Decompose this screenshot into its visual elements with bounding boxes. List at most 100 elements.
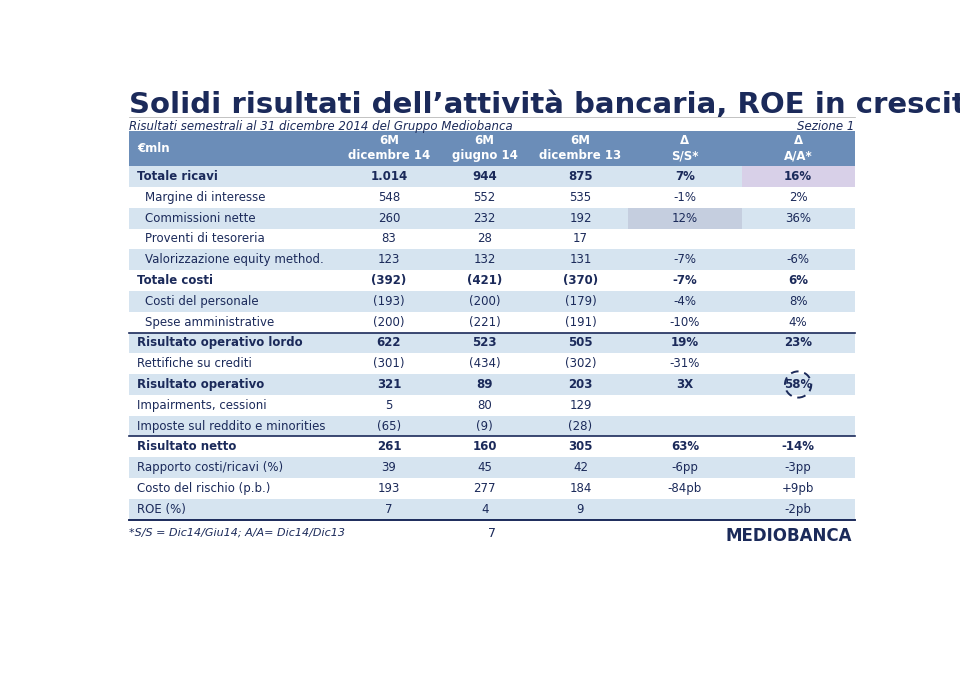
Bar [130,416,854,437]
Text: 184: 184 [569,482,591,495]
Text: 523: 523 [472,336,497,349]
Text: +9pb: +9pb [782,482,814,495]
Text: 80: 80 [477,399,492,412]
Text: -6pp: -6pp [671,461,698,474]
Text: -3pp: -3pp [784,461,811,474]
Text: 6%: 6% [788,274,808,287]
Bar [130,166,854,187]
Text: 6M
dicembre 14: 6M dicembre 14 [348,134,430,163]
Text: Solidi risultati dell’attività bancaria, ROE in crescita al 7%: Solidi risultati dell’attività bancaria,… [130,91,960,119]
Text: Δ
A/A*: Δ A/A* [783,134,812,163]
Text: 260: 260 [378,212,400,225]
Bar [130,478,854,499]
Text: 552: 552 [473,191,496,204]
Bar [130,131,854,166]
Text: €mln: €mln [137,142,170,155]
Text: -14%: -14% [781,440,815,453]
Text: Risultato operativo lordo: Risultato operativo lordo [137,336,302,349]
Text: (221): (221) [468,316,500,329]
Text: 7: 7 [488,527,496,540]
Text: 36%: 36% [785,212,811,225]
Bar [130,333,854,354]
Text: -6%: -6% [786,253,809,266]
Text: 58%: 58% [784,378,812,391]
Text: 321: 321 [377,378,401,391]
Text: Risultato operativo: Risultato operativo [137,378,264,391]
Text: Risultato netto: Risultato netto [137,440,236,453]
Bar [130,354,854,374]
Text: 63%: 63% [671,440,699,453]
Bar [130,249,854,270]
Bar [130,499,854,520]
Text: -1%: -1% [674,191,696,204]
Text: 2%: 2% [789,191,807,204]
Bar [130,311,854,333]
Text: 39: 39 [381,461,396,474]
Text: *S/S = Dic14/Giu14; A/A= Dic14/Dic13: *S/S = Dic14/Giu14; A/A= Dic14/Dic13 [130,527,346,537]
Text: 17: 17 [573,233,588,246]
Text: Totale ricavi: Totale ricavi [137,170,218,183]
Text: (9): (9) [476,419,493,432]
Bar [130,457,854,478]
Text: 132: 132 [473,253,496,266]
Text: 28: 28 [477,233,492,246]
Text: 16%: 16% [784,170,812,183]
Text: 622: 622 [376,336,401,349]
Text: (191): (191) [564,316,596,329]
Text: (200): (200) [469,295,500,308]
Text: (28): (28) [568,419,592,432]
Text: -7%: -7% [673,274,697,287]
Text: Commissioni nette: Commissioni nette [145,212,255,225]
Bar [130,208,854,228]
Text: (370): (370) [563,274,598,287]
Text: 193: 193 [378,482,400,495]
Text: Totale costi: Totale costi [137,274,213,287]
Text: 89: 89 [476,378,493,391]
Bar [130,291,854,311]
Text: 23%: 23% [784,336,812,349]
Text: (193): (193) [373,295,405,308]
Bar [629,208,741,228]
Text: -7%: -7% [674,253,696,266]
Text: 7%: 7% [675,170,695,183]
Text: (421): (421) [468,274,502,287]
Text: 123: 123 [378,253,400,266]
Text: 232: 232 [473,212,496,225]
Text: Proventi di tesoreria: Proventi di tesoreria [145,233,265,246]
Text: 45: 45 [477,461,492,474]
Text: Valorizzazione equity method.: Valorizzazione equity method. [145,253,324,266]
Text: 6M
dicembre 13: 6M dicembre 13 [540,134,621,163]
Text: MEDIOBANCA: MEDIOBANCA [726,527,852,545]
Text: 192: 192 [569,212,591,225]
Text: 875: 875 [568,170,593,183]
Text: 277: 277 [473,482,496,495]
Text: 6M
giugno 14: 6M giugno 14 [452,134,517,163]
Text: 944: 944 [472,170,497,183]
Text: Rapporto costi/ricavi (%): Rapporto costi/ricavi (%) [137,461,283,474]
Text: (65): (65) [377,419,401,432]
Text: Rettifiche su crediti: Rettifiche su crediti [137,357,252,370]
Text: Margine di interesse: Margine di interesse [145,191,265,204]
Bar [130,187,854,208]
Text: -2pb: -2pb [784,502,811,516]
Text: (434): (434) [468,357,500,370]
Text: -84pb: -84pb [668,482,702,495]
Bar [130,270,854,291]
Text: -4%: -4% [674,295,696,308]
Text: 203: 203 [568,378,592,391]
Text: 261: 261 [376,440,401,453]
Bar [130,437,854,457]
Text: (302): (302) [564,357,596,370]
Text: Impairments, cessioni: Impairments, cessioni [137,399,267,412]
Text: Risultati semestrali al 31 dicembre 2014 del Gruppo Mediobanca: Risultati semestrali al 31 dicembre 2014… [130,120,513,133]
Text: -31%: -31% [670,357,700,370]
Text: 535: 535 [569,191,591,204]
Text: (179): (179) [564,295,596,308]
Text: 160: 160 [472,440,497,453]
Text: 8%: 8% [789,295,807,308]
Text: 505: 505 [568,336,593,349]
Text: 129: 129 [569,399,591,412]
Text: 3X: 3X [677,378,693,391]
Text: Costo del rischio (p.b.): Costo del rischio (p.b.) [137,482,271,495]
Text: 131: 131 [569,253,591,266]
